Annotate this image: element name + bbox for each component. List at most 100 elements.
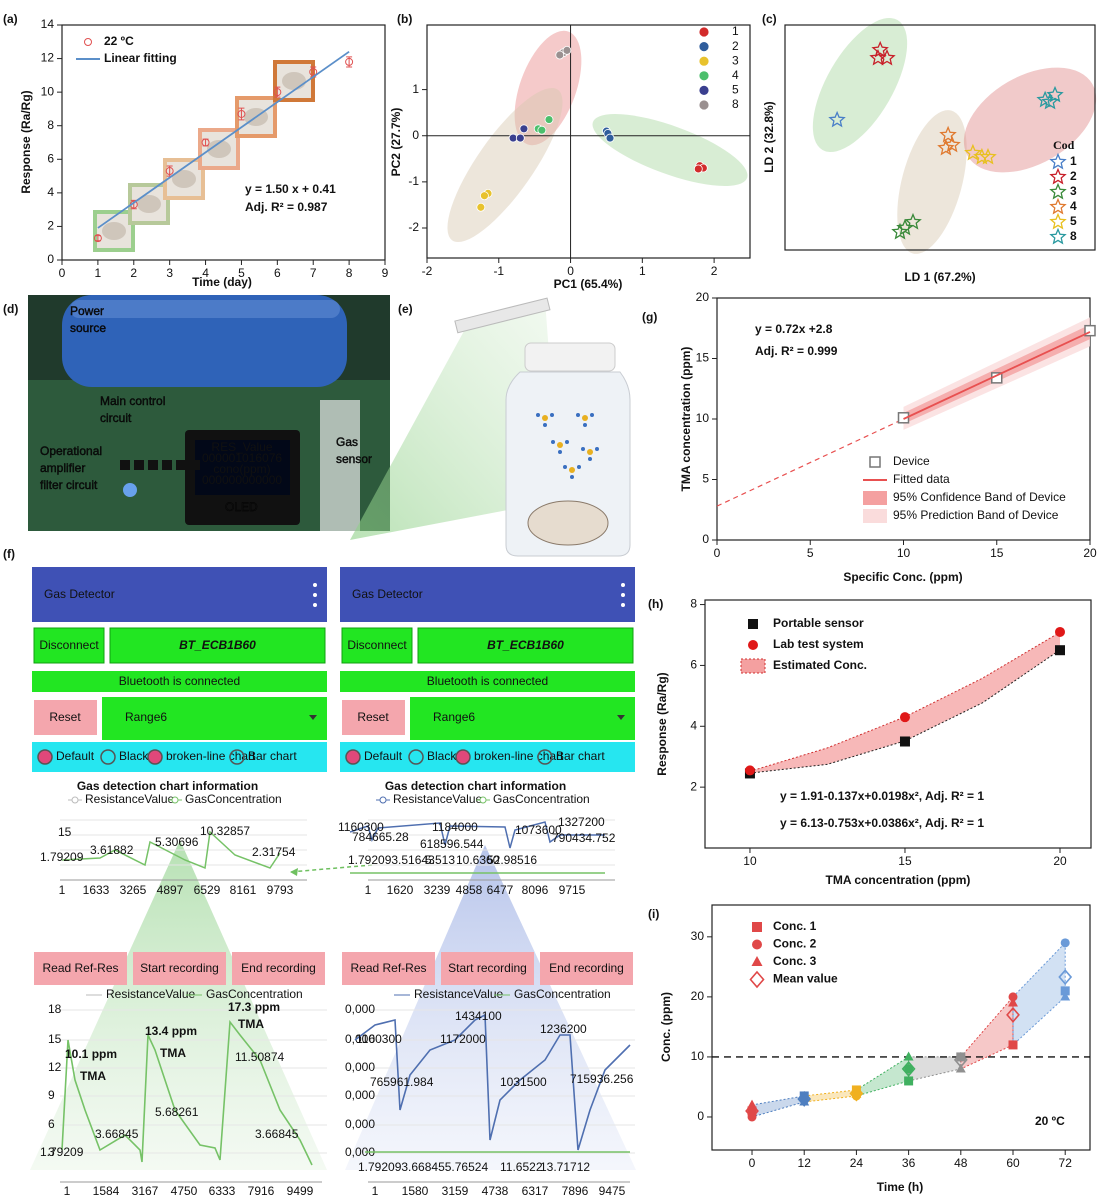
radio (345, 749, 361, 765)
note: 10.1 ppm (65, 1047, 117, 1061)
preview-label: 15 (58, 825, 72, 839)
atom (565, 440, 569, 444)
preview-label: 1327200 (558, 815, 605, 829)
atom (590, 413, 594, 417)
photo-label: amplifier (40, 461, 85, 475)
x-tick-label: 12 (798, 1156, 812, 1170)
value-label: 1160300 (356, 1032, 402, 1046)
legend-label: 1 (1070, 154, 1077, 168)
extrapolation (716, 418, 904, 507)
point (1049, 167, 1067, 185)
legend-label: 8 (732, 97, 739, 111)
y-tick-label: 15 (696, 351, 710, 365)
annotation: 20 ºC (1035, 1114, 1065, 1128)
x-tick-label: 1584 (93, 1184, 120, 1198)
plot-frame (711, 904, 1091, 1151)
atom (581, 447, 585, 451)
x-tick-label: 3 (166, 266, 173, 280)
preview-line (349, 821, 605, 849)
point (869, 48, 887, 66)
cluster (514, 30, 582, 146)
chip (190, 460, 200, 470)
radio-label: broken-line chart (474, 749, 564, 763)
note: 13.4 ppm (145, 1024, 197, 1038)
point (544, 115, 554, 124)
legend-label: 2 (732, 39, 739, 53)
x-tick-label: 1 (372, 1184, 379, 1198)
atom (543, 423, 547, 427)
y-axis-label: PC2 (27.7%) (389, 108, 403, 177)
point (515, 133, 525, 143)
point (828, 110, 846, 128)
x-tick-label: 6 (274, 266, 281, 280)
panel-label: (e) (398, 302, 413, 316)
photo (198, 128, 240, 170)
legend-title: Cod (1053, 138, 1075, 152)
menu-dot (313, 593, 317, 597)
x-tick-label: 0 (749, 1156, 756, 1170)
y-tick-label: 0 (412, 128, 419, 142)
x-tick-label: 10 (743, 854, 757, 868)
legend-swatch (863, 509, 887, 523)
legend-dot (479, 796, 487, 804)
x-tick-label: 9499 (287, 1184, 314, 1198)
x-tick-label: 6333 (209, 1184, 236, 1198)
photo-label: Power (70, 304, 104, 318)
point (891, 222, 909, 240)
atom (563, 465, 567, 469)
plot-frame (704, 599, 1092, 849)
point (747, 1106, 757, 1116)
legend-label: 95% Confidence Band of Device (893, 490, 1066, 504)
radio-label: broken-line chart (166, 749, 256, 763)
x-tick-label: 15 (990, 546, 1004, 560)
note: 17.3 ppm (228, 1000, 280, 1014)
atom (570, 475, 574, 479)
led (123, 483, 137, 497)
annotation: Adj. R² = 0.999 (755, 344, 838, 358)
point (849, 1085, 864, 1102)
y-tick-label: 10 (691, 1049, 705, 1063)
point (899, 712, 910, 723)
panel-label: (h) (648, 597, 663, 611)
legend-label: GasConcentration (514, 987, 611, 1001)
value-label: 1.79209 (40, 1145, 84, 1159)
legend-dot (379, 796, 387, 804)
point (1049, 212, 1067, 230)
point (201, 138, 210, 147)
radio-label: Bar chart (556, 749, 605, 763)
x-tick-label: 6529 (194, 883, 221, 897)
y-tick-label: 0,000 (345, 1088, 375, 1102)
photo-label: OLED (225, 500, 258, 514)
dropdown (309, 715, 317, 720)
button-label: Disconnect (39, 638, 99, 652)
point (273, 88, 282, 97)
point (698, 85, 710, 96)
app-title: Gas Detector (44, 587, 115, 601)
preview-label: 1.792093.51643 (348, 853, 435, 867)
x-tick-label: 3239 (424, 883, 451, 897)
y-tick-label: 1 (412, 82, 419, 96)
point (939, 125, 957, 143)
point (698, 70, 710, 82)
button (342, 952, 435, 985)
button-label: Read Ref-Res (350, 961, 426, 975)
point (851, 1088, 862, 1098)
point (1058, 969, 1073, 986)
x-tick-label: 0 (567, 264, 574, 278)
x-axis-label: Specific Conc. (ppm) (843, 570, 962, 584)
jar-lid (524, 342, 616, 372)
x-tick-label: 4858 (456, 883, 483, 897)
value-label: 5.68261 (155, 1105, 199, 1119)
value-label: 1031500 (500, 1075, 547, 1089)
y-tick-label: 10 (696, 411, 710, 425)
x-tick-label: 2 (130, 266, 137, 280)
legend-label: Estimated Conc. (773, 658, 867, 672)
atom (558, 450, 562, 454)
atom (595, 447, 599, 451)
value-label: 1172000 (440, 1032, 486, 1046)
range: Range6 (433, 710, 475, 724)
sample (282, 72, 306, 90)
range-select (410, 697, 635, 740)
x-tick-label: 72 (1059, 1156, 1073, 1170)
